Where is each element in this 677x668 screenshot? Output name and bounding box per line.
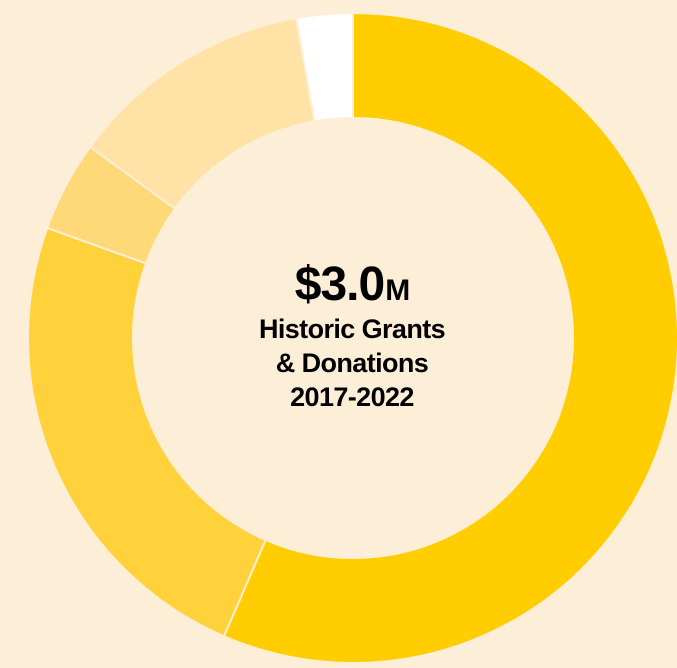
center-text-line-3: 2017-2022 xyxy=(290,382,414,412)
center-text-line-2: & Donations xyxy=(275,348,429,378)
donut-slice-1 xyxy=(222,11,677,664)
center-text-line-1: Historic Grants xyxy=(258,314,446,344)
donut-slice-5 xyxy=(294,11,354,123)
total-value: $3.0 xyxy=(294,258,385,311)
total-unit: M xyxy=(385,274,410,307)
donut-slice-2 xyxy=(27,226,267,638)
center-label: $3.0M Historic Grants & Donations 2017-2… xyxy=(177,258,527,414)
total-amount: $3.0M xyxy=(177,258,527,312)
donut-slices xyxy=(27,11,677,664)
